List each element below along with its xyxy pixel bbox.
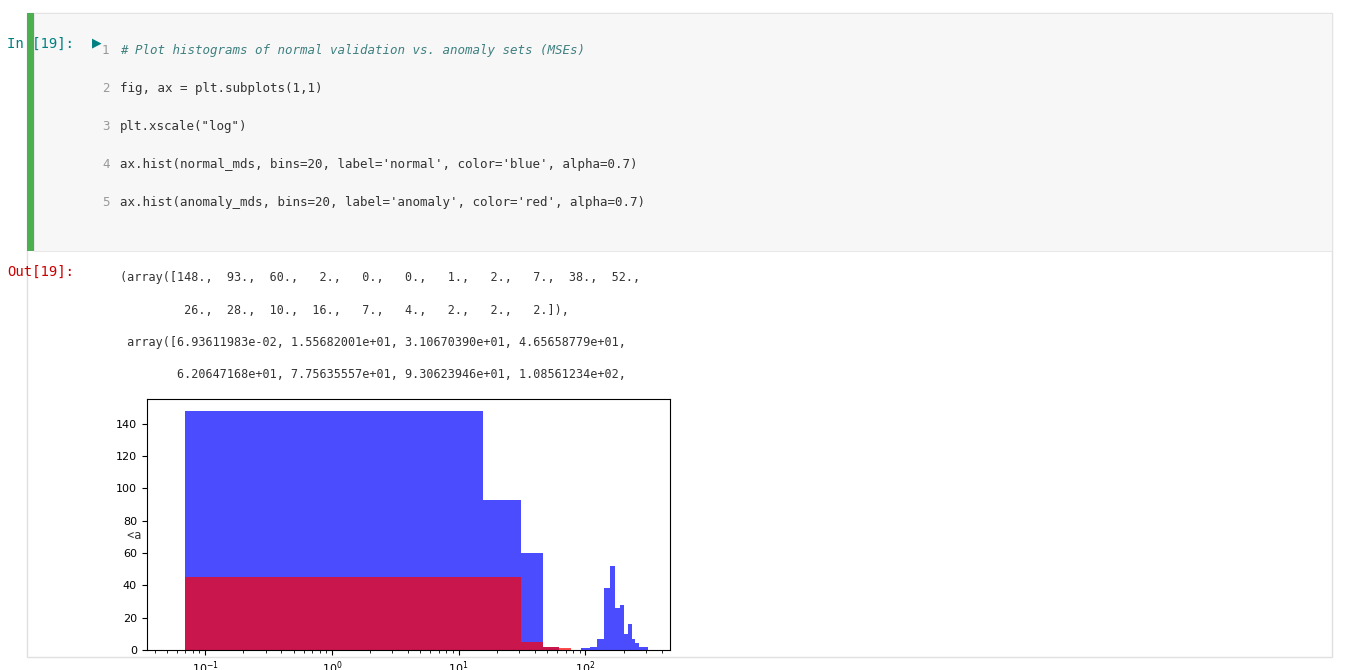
Text: Out[19]:: Out[19]:	[7, 265, 73, 279]
Bar	[632, 639, 636, 650]
Text: array([6.93611983e-02, 1.55682001e+01, 3.10670390e+01, 4.65658779e+01,: array([6.93611983e-02, 1.55682001e+01, 3…	[120, 336, 625, 348]
Text: ax.hist(anomaly_mds, bins=20, label='anomaly', color='red', alpha=0.7): ax.hist(anomaly_mds, bins=20, label='ano…	[120, 196, 644, 209]
Text: (array([148.,  93.,  60.,   2.,   0.,   0.,   1.,   2.,   7.,  38.,  52.,: (array([148., 93., 60., 2., 0., 0., 1., …	[120, 271, 640, 284]
Text: 1.86055428e+02, 2.01554267e+02, 2.17053106e+02, 2.32551945e+02,: 1.86055428e+02, 2.01554267e+02, 2.170531…	[120, 432, 625, 445]
Text: # Plot histograms of normal validation vs. anomaly sets (MSEs): # Plot histograms of normal validation v…	[120, 44, 584, 56]
Bar	[624, 634, 628, 650]
Bar	[520, 553, 544, 650]
Bar	[27, 13, 34, 251]
Text: 1.24060072e+02, 1.39558911e+02, 1.55057750e+02, 1.70556589e+02,: 1.24060072e+02, 1.39558911e+02, 1.550577…	[120, 400, 625, 413]
Bar	[544, 647, 559, 650]
Bar	[610, 566, 614, 650]
Text: fig, ax = plt.subplots(1,1): fig, ax = plt.subplots(1,1)	[120, 82, 322, 94]
Text: 2.48050784e+02, 2.63549623e+02, 2.79048462e+02, 2.94547300e+02,: 2.48050784e+02, 2.63549623e+02, 2.790484…	[120, 464, 625, 477]
Bar	[590, 647, 597, 650]
Bar	[620, 604, 624, 650]
Bar	[34, 13, 1332, 251]
Bar	[639, 647, 641, 650]
Bar	[185, 411, 482, 650]
Bar	[482, 500, 520, 650]
Bar	[559, 649, 571, 650]
Bar	[185, 577, 482, 650]
Bar	[644, 647, 648, 650]
Text: 2: 2	[102, 82, 110, 94]
Text: plt.xscale("log"): plt.xscale("log")	[120, 120, 247, 133]
Bar	[628, 624, 632, 650]
Bar	[544, 647, 559, 650]
Text: ▶: ▶	[92, 37, 102, 50]
Bar	[641, 647, 644, 650]
Bar	[582, 649, 590, 650]
Bar	[482, 577, 520, 650]
Text: 3: 3	[102, 120, 110, 133]
Bar	[636, 643, 639, 650]
Text: 3.10046139e+02]),: 3.10046139e+02]),	[120, 496, 298, 509]
Text: 26.,  28.,  10.,  16.,   7.,   4.,   2.,   2.,   2.]),: 26., 28., 10., 16., 7., 4., 2., 2., 2.])…	[120, 304, 568, 316]
Text: 6.20647168e+01, 7.75635557e+01, 9.30623946e+01, 1.08561234e+02,: 6.20647168e+01, 7.75635557e+01, 9.306239…	[120, 368, 625, 381]
Text: ax.hist(normal_mds, bins=20, label='normal', color='blue', alpha=0.7): ax.hist(normal_mds, bins=20, label='norm…	[120, 158, 637, 171]
Text: <a list of 20 Patch objects>): <a list of 20 Patch objects>)	[120, 529, 333, 541]
Text: In [19]:: In [19]:	[7, 37, 73, 51]
Bar	[597, 639, 603, 650]
Bar	[614, 608, 620, 650]
Text: 4: 4	[102, 158, 110, 171]
Text: 5: 5	[102, 196, 110, 209]
Text: 1: 1	[102, 44, 110, 56]
Bar	[520, 642, 544, 650]
Bar	[603, 588, 610, 650]
